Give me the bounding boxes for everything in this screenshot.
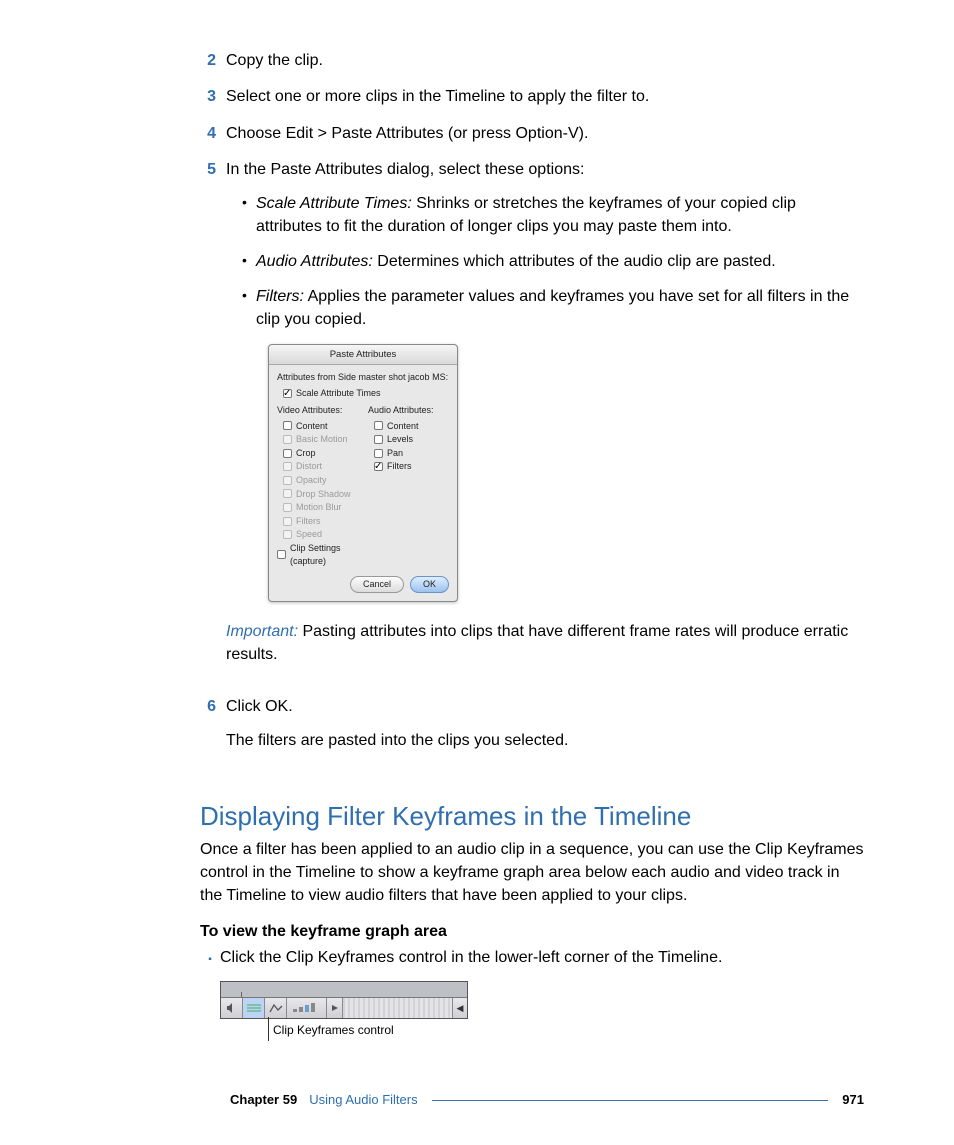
step-number: 6 [200, 696, 226, 753]
timeline-controls-row: ◀ [221, 998, 467, 1018]
timeline-controls-figure: ◀ Clip Keyframes control [220, 981, 864, 1043]
toggle-button[interactable] [327, 998, 343, 1018]
checkbox-audio-filters[interactable]: Filters [374, 460, 449, 473]
scroll-left-icon[interactable]: ◀ [453, 998, 467, 1018]
checkbox-video-basic-motion: Basic Motion [283, 433, 358, 446]
dialog-from-line: Attributes from Side master shot jacob M… [277, 371, 449, 384]
checkbox-icon [277, 550, 286, 559]
step-text: Select one or more clips in the Timeline… [226, 86, 864, 108]
checkbox-video-distort: Distort [283, 460, 358, 473]
video-attributes-column: Video Attributes: Content Basic Motion C… [277, 404, 358, 568]
bullet-text: Audio Attributes: Determines which attri… [256, 250, 864, 273]
page-content: 2 Copy the clip. 3 Select one or more cl… [0, 0, 954, 1043]
checkbox-audio-content[interactable]: Content [374, 420, 449, 433]
checkbox-icon [283, 530, 292, 539]
section-heading: Displaying Filter Keyframes in the Timel… [200, 801, 864, 832]
step-body: In the Paste Attributes dialog, select t… [226, 159, 864, 682]
dialog-title: Paste Attributes [269, 345, 457, 365]
footer-title: Using Audio Filters [309, 1092, 417, 1107]
footer-chapter: Chapter 59 [230, 1092, 297, 1107]
column-header: Video Attributes: [277, 404, 358, 417]
step-number: 2 [200, 50, 226, 72]
step-text: Click OK. [226, 698, 293, 715]
option-bullets: • Scale Attribute Times: Shrinks or stre… [226, 192, 864, 332]
clip-overlays-icon[interactable] [265, 998, 287, 1018]
step-number: 3 [200, 86, 226, 108]
section-paragraph: Once a filter has been applied to an aud… [200, 838, 864, 908]
task-subhead: To view the keyframe graph area [200, 923, 864, 941]
footer-rule [432, 1100, 829, 1101]
step-text: In the Paste Attributes dialog, select t… [226, 161, 584, 178]
checkbox-icon [283, 476, 292, 485]
checkbox-video-crop[interactable]: Crop [283, 447, 358, 460]
audio-attributes-column: Audio Attributes: Content Levels Pan Fil… [368, 404, 449, 568]
checkbox-icon [283, 389, 292, 398]
important-text: Pasting attributes into clips that have … [226, 623, 848, 663]
step-6: 6 Click OK. The filters are pasted into … [200, 696, 864, 753]
step-followup: The filters are pasted into the clips yo… [226, 730, 864, 752]
step-2: 2 Copy the clip. [200, 50, 864, 72]
cancel-button[interactable]: Cancel [350, 576, 404, 593]
bullet-filters: • Filters: Applies the parameter values … [226, 285, 864, 331]
checkbox-video-filters: Filters [283, 515, 358, 528]
checkbox-icon [374, 421, 383, 430]
step-body: Click OK. The filters are pasted into th… [226, 696, 864, 753]
checkbox-video-content[interactable]: Content [283, 420, 358, 433]
checkbox-icon [283, 489, 292, 498]
footer-page-number: 971 [842, 1092, 864, 1107]
dialog-body: Attributes from Side master shot jacob M… [269, 365, 457, 601]
step-4: 4 Choose Edit > Paste Attributes (or pre… [200, 123, 864, 145]
checkbox-icon [283, 435, 292, 444]
ok-button[interactable]: OK [410, 576, 449, 593]
bullet-audio-attr: • Audio Attributes: Determines which att… [226, 250, 864, 273]
paste-attributes-dialog: Paste Attributes Attributes from Side ma… [268, 344, 458, 602]
step-text: Choose Edit > Paste Attributes (or press… [226, 123, 864, 145]
timeline-track-area [221, 982, 467, 998]
checkbox-icon [374, 449, 383, 458]
bullet-dot-icon: • [242, 192, 256, 238]
task-bullet-text: Click the Clip Keyframes control in the … [220, 949, 722, 967]
task-bullet: ▪ Click the Clip Keyframes control in th… [200, 949, 864, 967]
step-3: 3 Select one or more clips in the Timeli… [200, 86, 864, 108]
audio-controls-icon[interactable] [221, 998, 243, 1018]
checkbox-icon [374, 462, 383, 471]
bullet-dot-icon: • [242, 285, 256, 331]
checkbox-video-motion-blur: Motion Blur [283, 501, 358, 514]
dialog-columns: Video Attributes: Content Basic Motion C… [277, 404, 449, 568]
timeline-control-strip: ◀ [220, 981, 468, 1019]
checkbox-clip-settings[interactable]: Clip Settings (capture) [277, 542, 358, 567]
checkbox-icon [283, 462, 292, 471]
bullet-text: Scale Attribute Times: Shrinks or stretc… [256, 192, 864, 238]
bullet-text: Filters: Applies the parameter values an… [256, 285, 864, 331]
checkbox-audio-pan[interactable]: Pan [374, 447, 449, 460]
bullet-dot-icon: • [242, 250, 256, 273]
checkbox-icon [283, 503, 292, 512]
step-number: 4 [200, 123, 226, 145]
square-bullet-icon: ▪ [200, 949, 220, 967]
step-text: Copy the clip. [226, 50, 864, 72]
checkbox-audio-levels[interactable]: Levels [374, 433, 449, 446]
zoom-slider[interactable] [343, 998, 453, 1018]
checkbox-icon [374, 435, 383, 444]
checkbox-video-drop-shadow: Drop Shadow [283, 488, 358, 501]
checkbox-video-opacity: Opacity [283, 474, 358, 487]
important-label: Important: [226, 623, 298, 640]
checkbox-icon [283, 517, 292, 526]
bullet-scale-attr: • Scale Attribute Times: Shrinks or stre… [226, 192, 864, 238]
important-note: Important: Pasting attributes into clips… [226, 620, 864, 666]
page-footer: Chapter 59 Using Audio Filters 971 [0, 1092, 954, 1107]
checkbox-icon [283, 449, 292, 458]
checkbox-icon [283, 421, 292, 430]
column-header: Audio Attributes: [368, 404, 449, 417]
track-height-control[interactable] [287, 998, 327, 1018]
dialog-buttons: Cancel OK [277, 576, 449, 593]
clip-keyframes-control[interactable] [243, 998, 265, 1018]
checkbox-scale-attribute-times[interactable]: Scale Attribute Times [283, 387, 449, 400]
checkbox-label: Scale Attribute Times [296, 387, 381, 400]
checkbox-video-speed: Speed [283, 528, 358, 541]
step-5: 5 In the Paste Attributes dialog, select… [200, 159, 864, 682]
step-number: 5 [200, 159, 226, 682]
callout-label: Clip Keyframes control [268, 1017, 864, 1041]
